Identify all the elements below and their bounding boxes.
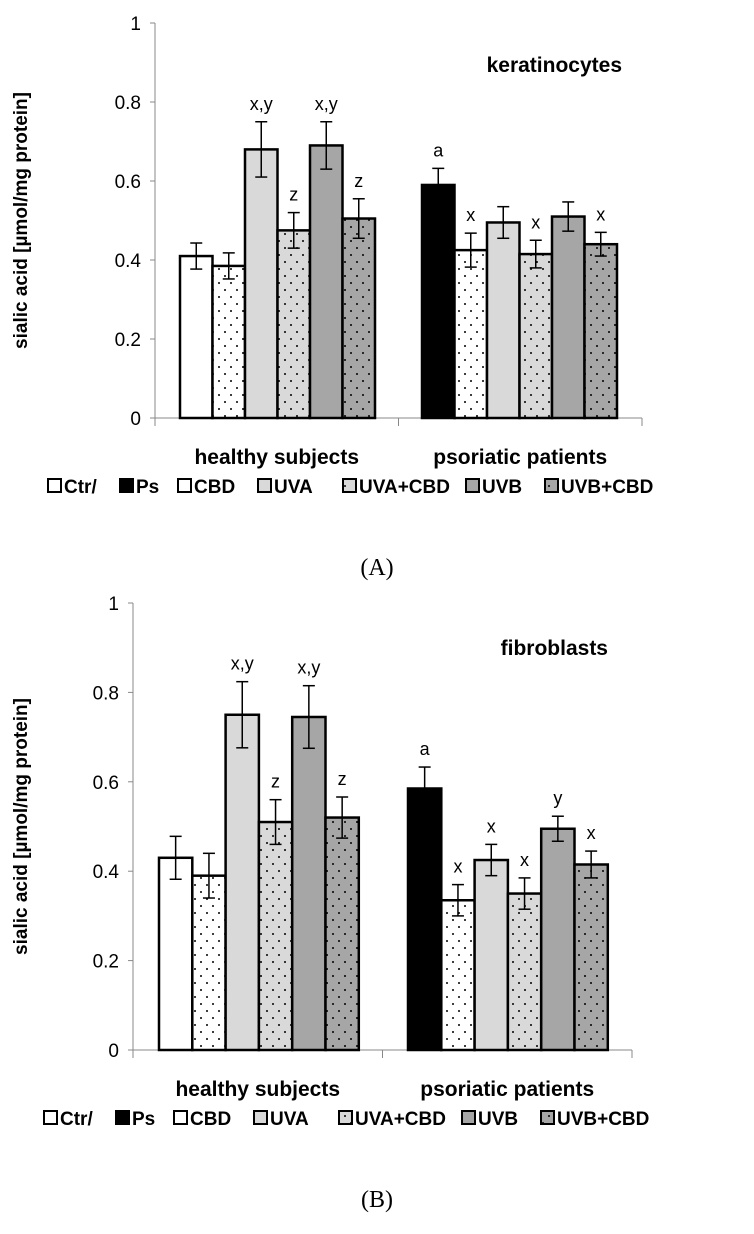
y-tick-label: 0.6 xyxy=(93,773,119,794)
significance-label: y xyxy=(553,788,562,808)
bar xyxy=(224,713,261,1052)
bar xyxy=(518,252,554,420)
bar xyxy=(506,892,543,1052)
legend-label: UVA+CBD xyxy=(359,477,450,498)
bar xyxy=(157,856,194,1052)
legend-swatch-ctr xyxy=(47,478,62,493)
legend-swatch xyxy=(253,1110,268,1125)
significance-label: x xyxy=(453,857,462,877)
y-tick-label: 0.4 xyxy=(115,251,142,272)
significance-label: z xyxy=(338,769,347,789)
significance-label: a xyxy=(420,739,431,759)
y-tick-label: 1 xyxy=(130,14,141,35)
category-label: psoriatic patients xyxy=(433,446,607,469)
legend-swatch xyxy=(257,478,272,493)
significance-label: z xyxy=(289,185,298,205)
legend-label: UVB xyxy=(482,477,522,498)
bar xyxy=(191,874,227,1052)
significance-label: x,y xyxy=(315,94,338,114)
legend-label: UVA xyxy=(274,477,313,498)
y-tick-label: 0.2 xyxy=(93,952,119,973)
bar xyxy=(550,215,586,420)
legend-swatch xyxy=(465,478,480,493)
legend-label: Ps xyxy=(136,477,159,498)
y-axis-label: sialic acid [µmol/mg protein] xyxy=(11,698,32,955)
y-tick-label: 0 xyxy=(130,409,141,430)
bar xyxy=(341,217,377,420)
significance-label: x xyxy=(596,204,605,224)
legend-label: Ps xyxy=(132,1109,155,1130)
significance-label: x,y xyxy=(231,654,254,674)
bar xyxy=(485,221,521,420)
bar xyxy=(211,264,247,420)
bar xyxy=(539,827,576,1052)
legend-swatch xyxy=(338,1110,353,1125)
legend-label: CBD xyxy=(194,477,235,498)
significance-label: x,y xyxy=(297,658,320,678)
bar xyxy=(243,148,279,420)
significance-label: z xyxy=(271,772,280,792)
legend-label: UVA xyxy=(270,1109,309,1130)
legend-swatch-ctr xyxy=(43,1110,58,1125)
bar xyxy=(308,144,344,420)
panel-caption: (A) xyxy=(360,555,393,581)
legend-label: UVB+CBD xyxy=(557,1109,649,1130)
y-tick-label: 0 xyxy=(108,1041,119,1062)
legend-label: UVA+CBD xyxy=(355,1109,446,1130)
bar xyxy=(290,715,327,1052)
y-tick-label: 0.8 xyxy=(93,683,119,704)
legend-label: UVB xyxy=(478,1109,518,1130)
legend-swatch xyxy=(544,478,559,493)
legend-swatch xyxy=(115,1110,130,1125)
bar xyxy=(257,820,294,1052)
category-label: psoriatic patients xyxy=(420,1078,594,1101)
chart-title: fibroblasts xyxy=(501,637,608,660)
significance-label: x xyxy=(587,823,596,843)
legend-label: Ctr/ xyxy=(64,477,97,498)
significance-label: x xyxy=(531,212,540,232)
category-label: healthy subjects xyxy=(194,446,359,469)
significance-label: x xyxy=(487,816,496,836)
legend-label: UVB+CBD xyxy=(561,477,653,498)
legend-label: CBD xyxy=(190,1109,231,1130)
bar xyxy=(440,899,476,1052)
bar xyxy=(178,254,214,420)
y-tick-label: 1 xyxy=(108,594,119,615)
significance-label: x xyxy=(466,205,475,225)
y-tick-label: 0.8 xyxy=(115,93,141,114)
y-tick-label: 0.2 xyxy=(115,330,141,351)
bar xyxy=(583,242,619,420)
significance-label: a xyxy=(433,140,444,160)
legend-swatch xyxy=(173,1110,188,1125)
legend-swatch xyxy=(119,478,134,493)
bar xyxy=(453,248,489,420)
chart-title: keratinocytes xyxy=(487,54,622,77)
legend-swatch xyxy=(342,478,357,493)
legend-label: Ctr/ xyxy=(60,1109,93,1130)
y-tick-label: 0.4 xyxy=(93,862,120,883)
significance-label: x xyxy=(520,850,529,870)
panel-caption: (B) xyxy=(361,1187,393,1213)
legend-swatch xyxy=(177,478,192,493)
significance-label: z xyxy=(354,171,363,191)
y-axis-label: sialic acid [µmol/mg protein] xyxy=(11,92,32,349)
legend-swatch xyxy=(461,1110,476,1125)
bar xyxy=(276,229,312,420)
category-label: healthy subjects xyxy=(175,1078,340,1101)
bar xyxy=(473,858,510,1052)
bar xyxy=(406,787,443,1052)
bar xyxy=(324,816,361,1052)
bar xyxy=(573,863,610,1052)
bar xyxy=(420,183,456,420)
y-tick-label: 0.6 xyxy=(115,172,141,193)
legend-swatch xyxy=(540,1110,555,1125)
significance-label: x,y xyxy=(250,94,273,114)
